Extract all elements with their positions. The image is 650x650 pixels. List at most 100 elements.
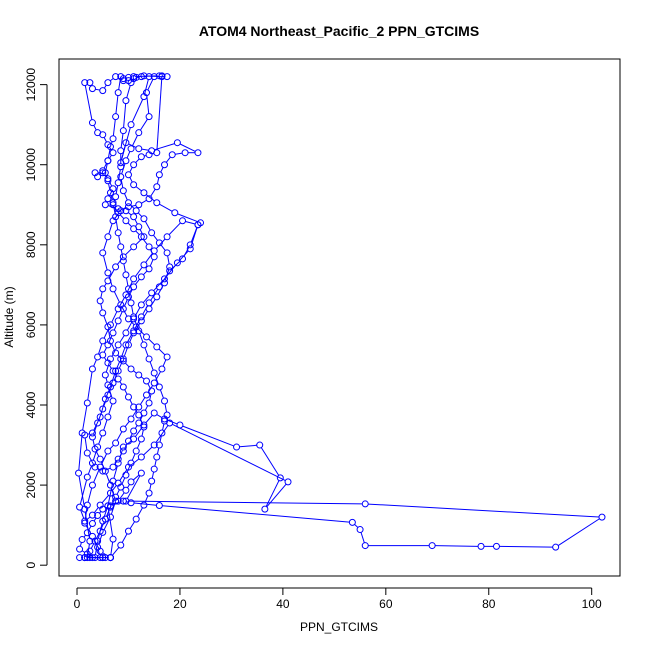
data-point	[91, 445, 99, 453]
series-line-segment	[111, 547, 120, 556]
data-point	[153, 183, 161, 191]
data-point	[109, 397, 117, 405]
data-point	[104, 323, 112, 331]
data-point	[130, 427, 138, 435]
series-line-segment	[354, 524, 359, 528]
data-point	[99, 169, 107, 177]
data-point	[132, 207, 140, 215]
data-point	[83, 529, 91, 537]
series-line-segment	[142, 311, 148, 319]
data-point	[104, 157, 112, 165]
data-point	[88, 119, 96, 127]
series-line-segment	[79, 542, 82, 547]
data-point	[176, 421, 184, 429]
data-point	[104, 175, 112, 183]
data-point	[135, 371, 143, 379]
data-point	[130, 275, 138, 283]
data-point	[81, 554, 89, 562]
data-point	[137, 317, 145, 325]
series-line-segment	[108, 385, 113, 393]
series-line-segment	[126, 281, 133, 293]
data-point	[88, 554, 96, 562]
series-line-segment	[128, 500, 363, 505]
series-line-segment	[156, 78, 163, 150]
x-tick-label: 80	[482, 597, 496, 611]
data-point	[145, 399, 153, 407]
data-point	[145, 73, 153, 81]
series-line-segment	[93, 419, 100, 431]
data-point	[112, 263, 120, 271]
data-point	[117, 147, 125, 155]
series-line-segment	[103, 137, 107, 143]
data-point	[114, 89, 122, 97]
series-line-segment	[103, 283, 107, 287]
series-line-segment	[139, 229, 143, 235]
series-line-segment	[98, 343, 103, 355]
series-line-segment	[112, 119, 116, 136]
series-line-segment	[119, 335, 125, 343]
series-line-segment	[78, 435, 83, 471]
data-point	[233, 443, 241, 451]
series-line-segment	[134, 219, 138, 225]
series-line-segment	[103, 347, 107, 353]
series-line-segment	[130, 320, 135, 326]
data-point	[119, 425, 127, 433]
x-tick-label: 40	[276, 597, 290, 611]
data-point	[101, 169, 109, 177]
data-point	[88, 85, 96, 93]
data-point	[83, 449, 91, 457]
data-point	[153, 343, 161, 351]
series-line-segment	[154, 459, 157, 467]
series-line-segment	[136, 441, 141, 449]
series-line-segment	[119, 492, 125, 499]
series-line-segment	[103, 163, 107, 169]
data-point	[145, 299, 153, 307]
plot-frame	[58, 58, 621, 577]
series-line-segment	[360, 532, 365, 543]
series-line-segment	[155, 238, 166, 249]
data-point	[96, 455, 104, 463]
data-point	[137, 453, 145, 461]
series-line-segment	[93, 425, 98, 435]
data-point	[261, 505, 269, 513]
data-point	[130, 213, 138, 221]
series-line-segment	[131, 305, 134, 315]
data-point	[256, 441, 264, 449]
data-point	[104, 195, 112, 203]
data-point	[88, 429, 96, 437]
series-line-segment	[159, 435, 162, 443]
data-point	[135, 129, 143, 137]
data-point	[91, 169, 99, 177]
series-line-segment	[125, 248, 132, 256]
data-point	[99, 131, 107, 139]
series-line-segment	[110, 542, 114, 555]
data-point	[166, 263, 174, 271]
series-line-segment	[151, 471, 155, 479]
data-point	[348, 518, 356, 526]
data-point	[163, 411, 171, 419]
data-point	[130, 327, 138, 335]
data-point	[104, 277, 112, 285]
data-point	[88, 481, 96, 489]
data-point	[109, 463, 117, 471]
series-line-segment	[115, 95, 119, 114]
series-line-segment	[182, 425, 234, 447]
data-point	[119, 447, 127, 455]
series-line-segment	[150, 189, 156, 197]
data-point	[106, 554, 114, 562]
series-line-segment	[115, 185, 119, 194]
data-point	[127, 415, 135, 423]
data-point	[145, 489, 153, 497]
data-point	[122, 341, 130, 349]
data-point	[127, 299, 135, 307]
series-line-segment	[129, 289, 133, 295]
data-point	[135, 411, 143, 419]
data-point	[179, 217, 187, 225]
data-point	[158, 73, 166, 81]
data-point	[81, 517, 89, 525]
data-point	[361, 500, 369, 508]
data-point	[119, 497, 127, 505]
data-point	[114, 341, 122, 349]
data-point	[122, 329, 130, 337]
data-point	[112, 439, 120, 447]
